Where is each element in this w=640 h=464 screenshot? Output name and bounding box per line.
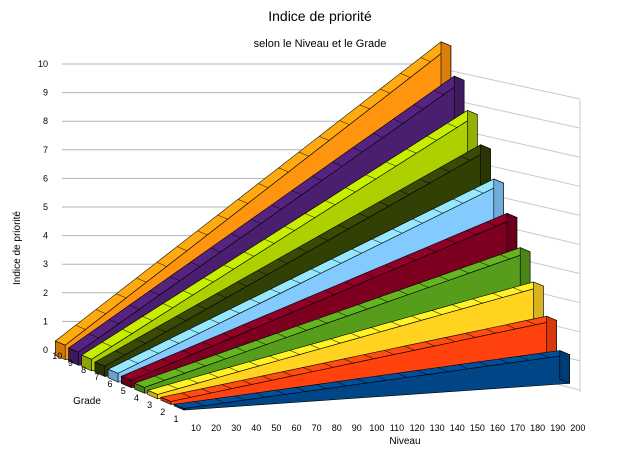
svg-text:120: 120 bbox=[410, 423, 425, 433]
svg-text:10: 10 bbox=[191, 423, 201, 433]
svg-text:3: 3 bbox=[43, 259, 48, 269]
svg-text:2: 2 bbox=[160, 407, 165, 417]
svg-text:60: 60 bbox=[291, 423, 301, 433]
svg-text:7: 7 bbox=[43, 145, 48, 155]
x-axis-label: Niveau bbox=[389, 436, 420, 447]
y-axis-ticks: 0 1 2 3 4 5 6 7 8 9 10 bbox=[38, 59, 48, 355]
series-grade-1 bbox=[172, 350, 571, 411]
svg-text:1: 1 bbox=[43, 316, 48, 326]
svg-text:30: 30 bbox=[231, 423, 241, 433]
svg-text:1: 1 bbox=[173, 414, 178, 424]
svg-text:80: 80 bbox=[332, 423, 342, 433]
svg-text:9: 9 bbox=[68, 358, 73, 368]
svg-text:150: 150 bbox=[470, 423, 485, 433]
svg-text:180: 180 bbox=[530, 423, 545, 433]
svg-text:170: 170 bbox=[510, 423, 525, 433]
svg-text:70: 70 bbox=[312, 423, 322, 433]
svg-text:3: 3 bbox=[147, 400, 152, 410]
svg-text:8: 8 bbox=[43, 116, 48, 126]
svg-text:6: 6 bbox=[43, 173, 48, 183]
svg-text:40: 40 bbox=[251, 423, 261, 433]
svg-text:130: 130 bbox=[430, 423, 445, 433]
chart-subtitle: selon le Niveau et le Grade bbox=[253, 38, 387, 50]
svg-text:8: 8 bbox=[81, 365, 86, 375]
svg-text:9: 9 bbox=[43, 88, 48, 98]
svg-text:10: 10 bbox=[38, 59, 48, 69]
svg-text:2: 2 bbox=[43, 288, 48, 298]
svg-text:0: 0 bbox=[43, 345, 48, 355]
svg-text:4: 4 bbox=[134, 393, 139, 403]
svg-text:10: 10 bbox=[52, 351, 62, 361]
y-axis-label: Indice de priorité bbox=[12, 211, 23, 285]
svg-text:160: 160 bbox=[490, 423, 505, 433]
svg-text:5: 5 bbox=[43, 202, 48, 212]
svg-text:7: 7 bbox=[94, 372, 99, 382]
svg-text:50: 50 bbox=[271, 423, 281, 433]
svg-text:110: 110 bbox=[390, 423, 404, 433]
svg-text:6: 6 bbox=[107, 379, 112, 389]
svg-text:190: 190 bbox=[550, 423, 565, 433]
grade-axis-label: Grade bbox=[73, 396, 101, 407]
x-axis-ticks: 10 20 30 40 50 60 70 80 90 100 110 120 130 140 150 160 1… bbox=[191, 423, 585, 433]
svg-text:4: 4 bbox=[43, 231, 48, 241]
chart-title: Indice de priorité bbox=[268, 8, 372, 24]
svg-text:200: 200 bbox=[570, 423, 585, 433]
svg-text:90: 90 bbox=[352, 423, 362, 433]
svg-text:5: 5 bbox=[121, 386, 126, 396]
svg-text:140: 140 bbox=[450, 423, 465, 433]
svg-text:20: 20 bbox=[211, 423, 221, 433]
svg-text:100: 100 bbox=[369, 423, 384, 433]
